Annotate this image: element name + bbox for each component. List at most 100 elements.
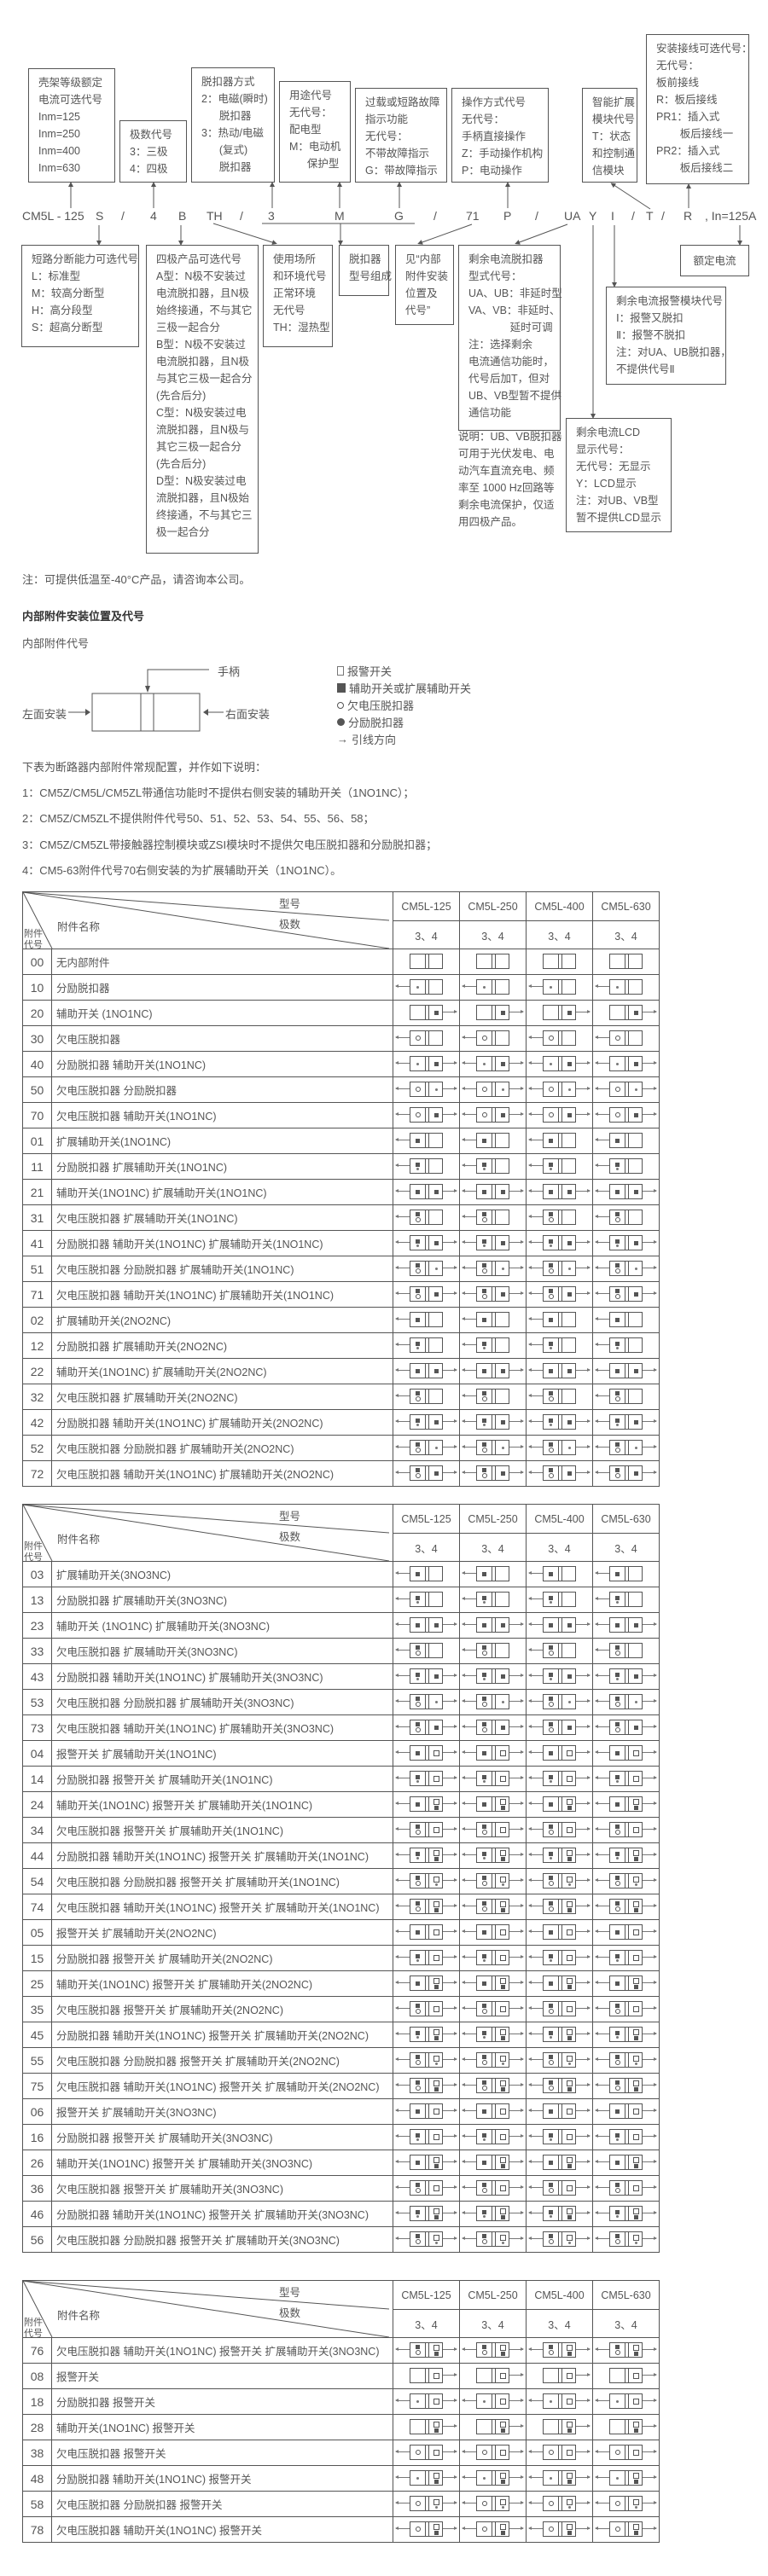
- auxiliary-switch-icon: [416, 2345, 420, 2349]
- header-model-label: 型号: [279, 2287, 301, 2299]
- divider: [428, 1236, 429, 1250]
- wiring-diagram: [460, 1154, 526, 1179]
- wiring-diagram-cell: [459, 1663, 527, 1690]
- wiring-diagram-cell: [393, 1587, 460, 1613]
- breaker-box-icon: [609, 1082, 643, 1097]
- breaker-box-icon: [543, 2521, 576, 2537]
- right-lead-arrow-icon: [509, 1471, 524, 1474]
- accessory-name: 分励脱扣器 报警开关 扩展辅助开关(3NO3NC): [51, 2124, 393, 2150]
- right-lead-arrow-icon: [643, 2160, 657, 2163]
- divider: [628, 1695, 629, 1709]
- wiring-diagram-cell: [526, 1663, 593, 1690]
- divider: [558, 2053, 559, 2067]
- divider: [428, 2471, 429, 2485]
- auxiliary-switch-icon: [500, 1805, 505, 1810]
- auxiliary-switch-icon: [549, 1239, 553, 1244]
- left-compartment: [610, 2130, 625, 2144]
- box-line: 剩余电流LCD: [576, 426, 641, 438]
- wiring-diagram-cell: [393, 1740, 460, 1767]
- right-compartment: [496, 1951, 509, 1964]
- wiring-diagram-cell: [393, 1663, 460, 1690]
- undervoltage-release-icon: [415, 1396, 421, 1401]
- divider: [558, 1364, 559, 1378]
- wiring-diagram-cell: [592, 1256, 660, 1282]
- divider: [561, 2104, 562, 2118]
- accessory-name: 辅助开关(1NO1NC) 报警开关 扩展辅助开关(1NO1NC): [51, 1791, 393, 1818]
- left-compartment: [410, 2130, 425, 2144]
- wiring-diagram-cell: [393, 1766, 460, 1792]
- wiring-diagram: [593, 1282, 659, 1307]
- left-compartment: [610, 1338, 625, 1352]
- divider: [558, 2130, 559, 2144]
- left-lead-arrow-icon: [595, 1750, 609, 1754]
- right-lead-arrow-icon: [576, 1112, 591, 1116]
- left-compartment: [544, 2104, 558, 2118]
- wiring-diagram-cell: [459, 1612, 527, 1639]
- auxiliary-switch-icon: [567, 1471, 572, 1476]
- undervoltage-release-icon: [548, 2009, 554, 2014]
- undervoltage-release-icon: [481, 2009, 487, 2014]
- wiring-diagram-cell: [592, 2175, 660, 2202]
- breaker-box-icon: [410, 1082, 443, 1097]
- left-compartment: [610, 1057, 625, 1070]
- left-compartment: [544, 1951, 558, 1964]
- box-line: 与其它三极一起合分: [156, 373, 253, 385]
- auxiliary-switch-icon: [433, 1240, 439, 1245]
- breaker-box-icon: [609, 1617, 643, 1633]
- wiring-diagram-cell: [592, 1435, 660, 1461]
- wiring-diagram-cell: [393, 2175, 460, 2202]
- right-lead-arrow-icon: [509, 2475, 524, 2479]
- left-lead-arrow-icon: [395, 2134, 410, 2138]
- divider: [561, 980, 562, 994]
- right-compartment: [429, 1210, 443, 1224]
- wiring-diagram-cell: [459, 1714, 527, 1741]
- divider: [428, 2028, 429, 2041]
- wiring-diagram: [527, 1843, 592, 1868]
- divider: [561, 2181, 562, 2195]
- auxiliary-switch-icon: [500, 1189, 505, 1194]
- accessory-name: 欠电压脱扣器 辅助开关(1NO1NC): [51, 1102, 393, 1128]
- left-lead-arrow-icon: [395, 1368, 410, 1372]
- right-compartment: [629, 2028, 643, 2041]
- auxiliary-switch-icon: [615, 1442, 620, 1447]
- divider: [628, 1108, 629, 1122]
- wiring-diagram-cell: [526, 1868, 593, 1894]
- right-compartment: [562, 1848, 576, 1862]
- right-compartment: [629, 1185, 643, 1198]
- divider: [561, 1287, 562, 1301]
- wiring-diagram: [460, 1818, 526, 1842]
- breaker-box-icon: [543, 1566, 576, 1581]
- divider: [495, 1441, 496, 1454]
- left-compartment: [610, 2002, 625, 2016]
- right-compartment: [562, 1082, 576, 1096]
- wiring-diagram-cell: [393, 1996, 460, 2022]
- right-lead-arrow-icon: [443, 1471, 457, 1474]
- right-compartment: [496, 1262, 509, 1275]
- divider: [495, 1262, 496, 1275]
- wiring-diagram: [393, 2338, 459, 2363]
- box-line: 四极产品可选代号: [156, 253, 242, 265]
- right-lead-arrow-icon: [509, 2450, 524, 2453]
- breaker-box-icon: [476, 1771, 509, 1786]
- code-token: /: [631, 209, 635, 223]
- wiring-diagram: [593, 1946, 659, 1970]
- wiring-diagram-cell: [526, 1076, 593, 1103]
- wiring-diagram: [593, 1715, 659, 1740]
- undervoltage-release-icon: [614, 1906, 620, 1912]
- right-lead-arrow-icon: [576, 2109, 591, 2112]
- alarm-switch-icon: [632, 2344, 639, 2351]
- left-lead-arrow-icon: [395, 1750, 410, 1754]
- right-lead-arrow-icon: [509, 1955, 524, 1958]
- wiring-diagram-cell: [459, 2175, 527, 2202]
- left-compartment: [544, 2079, 558, 2092]
- right-lead-arrow-icon: [576, 1471, 591, 1474]
- wiring-diagram: [460, 2227, 526, 2252]
- alarm-switch-icon: [566, 1954, 573, 1961]
- right-compartment: [629, 1466, 643, 1480]
- wiring-diagram: [527, 2466, 592, 2491]
- right-compartment: [429, 1236, 443, 1250]
- box-line: 板前接线: [656, 77, 700, 89]
- left-lead-arrow-icon: [462, 1061, 476, 1065]
- auxiliary-switch-icon: [500, 2035, 505, 2040]
- wiring-diagram: [527, 1971, 592, 1996]
